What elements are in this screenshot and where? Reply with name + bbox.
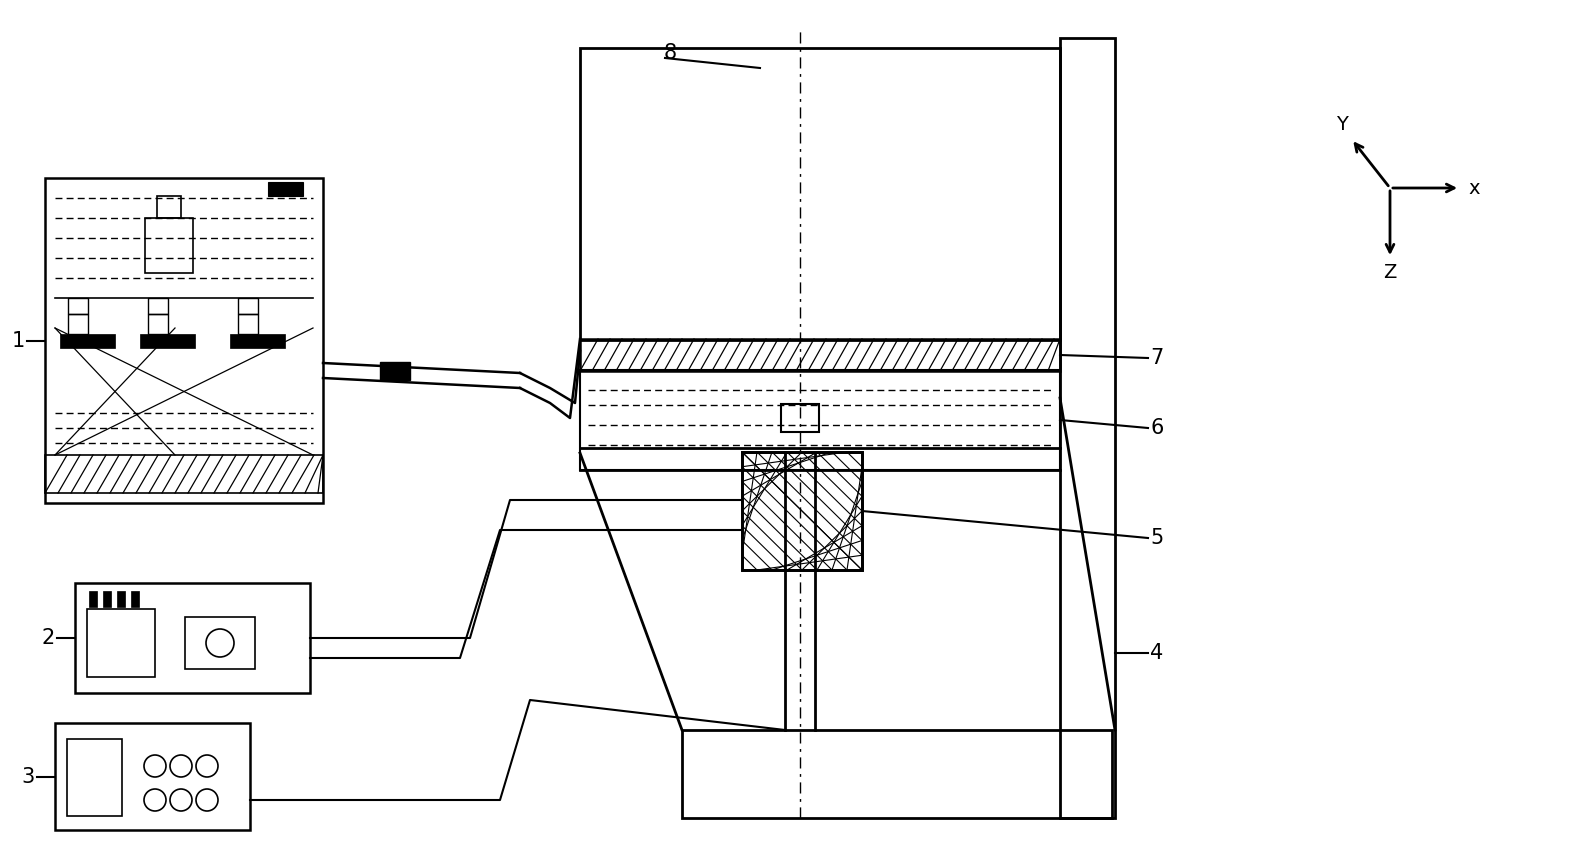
Bar bbox=[742, 452, 861, 570]
Bar bbox=[579, 48, 1060, 340]
Bar bbox=[140, 334, 194, 348]
Text: 3: 3 bbox=[22, 767, 35, 787]
Bar bbox=[103, 591, 111, 607]
Bar bbox=[237, 314, 258, 334]
Text: 4: 4 bbox=[1149, 643, 1164, 663]
Bar bbox=[75, 583, 310, 693]
Text: Z: Z bbox=[1383, 263, 1396, 282]
Text: 5: 5 bbox=[1149, 528, 1164, 548]
Bar bbox=[267, 182, 302, 196]
Text: 8: 8 bbox=[664, 43, 677, 63]
Bar bbox=[60, 334, 115, 348]
Bar bbox=[116, 591, 126, 607]
Bar bbox=[89, 591, 97, 607]
Bar bbox=[579, 339, 1060, 371]
Bar bbox=[579, 370, 1060, 470]
Bar bbox=[148, 298, 169, 314]
Bar bbox=[229, 334, 285, 348]
Bar bbox=[68, 314, 88, 334]
Text: 2: 2 bbox=[41, 628, 56, 648]
Bar bbox=[681, 730, 1111, 818]
Bar bbox=[380, 362, 411, 380]
Text: 6: 6 bbox=[1149, 418, 1164, 438]
Bar bbox=[1060, 38, 1114, 818]
Bar bbox=[158, 196, 181, 218]
Bar bbox=[742, 452, 861, 570]
Text: x: x bbox=[1468, 178, 1479, 198]
Bar bbox=[237, 298, 258, 314]
Bar bbox=[45, 455, 323, 493]
Text: Y: Y bbox=[1336, 115, 1347, 135]
Bar bbox=[782, 404, 818, 432]
Bar bbox=[67, 739, 123, 816]
Text: 7: 7 bbox=[1149, 348, 1164, 368]
Bar bbox=[68, 298, 88, 314]
Bar bbox=[148, 314, 169, 334]
Bar bbox=[131, 591, 139, 607]
Bar bbox=[185, 617, 255, 669]
Bar bbox=[45, 178, 323, 503]
Bar bbox=[145, 218, 193, 273]
Bar bbox=[56, 723, 250, 830]
Bar bbox=[88, 609, 154, 677]
Text: 1: 1 bbox=[11, 331, 25, 351]
